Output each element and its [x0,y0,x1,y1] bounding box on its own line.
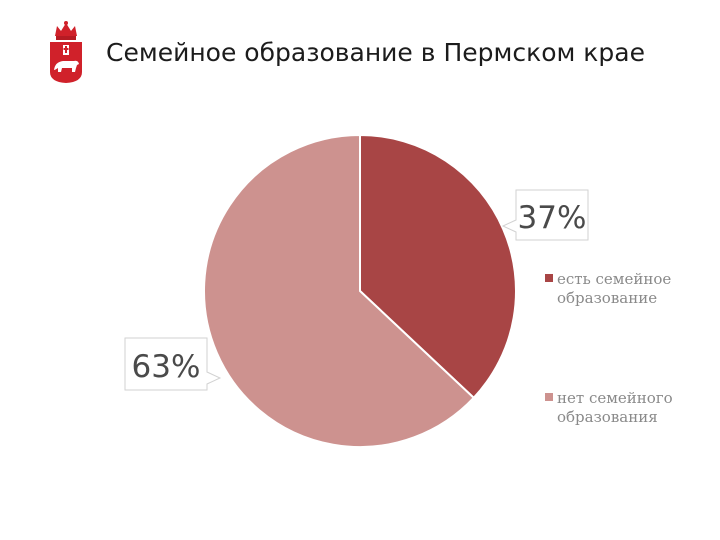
legend-label-1-line-2: образование [557,289,657,307]
pie-slice-2 [203,133,476,448]
data-label-slice-1: 37% [518,200,587,236]
callout-box-1 [501,189,589,241]
callout-box-2 [124,337,222,391]
legend: есть семейное образование нет семейного … [545,270,677,426]
pie-slices [203,133,517,448]
callout-slice-2: 63% [124,337,222,391]
legend-label-2-line-1: нет семейного [557,389,673,407]
callout-slice-1: 37% [501,189,589,241]
legend-swatch-1 [545,274,553,282]
data-label-slice-2: 63% [132,349,201,385]
page-title: Семейное образование в Пермском крае [106,38,645,67]
legend-label-1-line-1: есть семейное [557,270,671,288]
perm-krai-coat-of-arms-icon [50,21,82,83]
pie-slice-1 [359,133,517,400]
svg-text:нет семейного образовани: нет семейного образования [557,389,677,426]
legend-swatch-2 [545,393,553,401]
svg-text:есть семейное образовани: есть семейное образование [557,270,676,307]
legend-label-2-line-2: образования [557,408,658,426]
